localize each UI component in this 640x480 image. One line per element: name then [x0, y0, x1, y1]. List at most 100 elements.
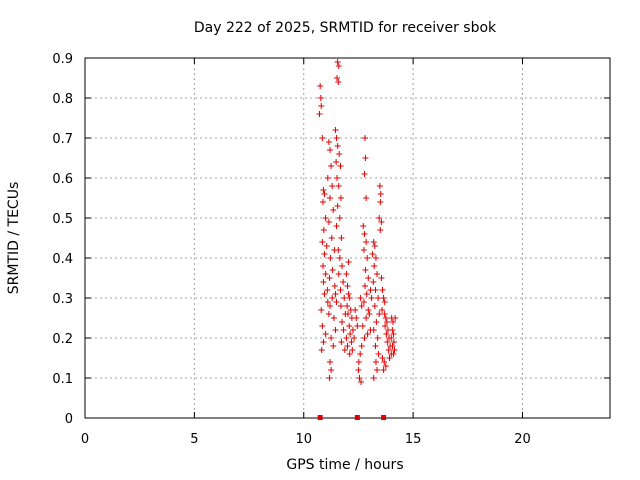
data-point	[320, 279, 327, 285]
data-point	[358, 379, 365, 385]
x-tick-label: 10	[295, 432, 312, 447]
data-point	[372, 255, 379, 261]
data-point	[344, 283, 351, 289]
data-point	[329, 295, 336, 301]
data-point	[319, 323, 326, 329]
data-point	[317, 83, 324, 89]
data-point	[376, 183, 383, 189]
data-point	[327, 147, 333, 153]
data-point	[357, 295, 364, 301]
data-point	[381, 311, 388, 317]
data-point	[375, 295, 382, 301]
data-point	[322, 331, 329, 337]
data-point	[340, 327, 347, 333]
y-tick-label: 0.7	[52, 132, 73, 147]
data-point	[358, 303, 365, 309]
data-point	[357, 351, 364, 357]
data-point	[327, 303, 333, 309]
data-point	[337, 287, 344, 293]
data-point	[327, 359, 333, 365]
data-point	[318, 347, 325, 353]
data-point	[340, 279, 347, 285]
x-tick-labels: 0 5 10 15 20	[81, 432, 531, 447]
data-point	[321, 291, 328, 297]
y-tick-label: 0.6	[52, 172, 73, 187]
data-point	[331, 283, 338, 289]
data-point	[334, 203, 341, 209]
data-point	[374, 271, 381, 277]
data-point	[344, 303, 351, 309]
data-point	[339, 263, 346, 269]
y-tick-label: 0.8	[52, 92, 73, 107]
data-point	[341, 295, 348, 301]
data-point	[366, 311, 373, 317]
data-point	[360, 247, 367, 253]
data-point	[371, 303, 378, 309]
data-point	[335, 63, 342, 69]
data-point	[388, 335, 395, 341]
data-point	[325, 311, 332, 317]
data-point	[378, 219, 385, 225]
data-point	[337, 163, 344, 169]
chart-title: Day 222 of 2025, SRMTID for receiver sbo…	[194, 20, 497, 36]
data-point	[328, 335, 335, 341]
data-point	[333, 299, 340, 305]
data-point	[328, 235, 335, 241]
data-point	[381, 359, 388, 365]
zero-value-marker	[354, 415, 360, 420]
data-point	[379, 287, 386, 293]
data-point	[319, 135, 326, 141]
data-point	[334, 175, 340, 181]
data-point	[335, 271, 342, 277]
data-point	[324, 287, 331, 293]
data-point	[329, 183, 336, 189]
data-point	[365, 275, 372, 281]
data-point	[324, 299, 331, 305]
data-point	[377, 191, 384, 197]
data-point	[359, 323, 366, 329]
data-point	[335, 183, 342, 189]
data-point	[328, 367, 335, 373]
data-point	[362, 283, 368, 289]
data-point	[373, 319, 380, 325]
data-point	[318, 307, 325, 313]
plot-frame	[84, 57, 611, 419]
data-point	[349, 327, 356, 333]
data-point	[351, 335, 358, 341]
data-point	[330, 343, 337, 349]
data-point	[389, 327, 396, 333]
data-point	[362, 155, 369, 161]
data-point	[335, 247, 342, 253]
data-point	[333, 159, 340, 165]
data-point	[384, 339, 391, 345]
data-point	[348, 339, 355, 345]
zero-value-markers	[317, 415, 387, 420]
y-axis-label: SRMTID / TECUs	[6, 182, 22, 295]
data-point	[338, 235, 345, 241]
data-point	[367, 287, 374, 293]
data-point	[363, 315, 370, 321]
data-point	[380, 367, 387, 373]
data-point	[328, 163, 335, 169]
data-point	[390, 339, 397, 345]
data-point	[327, 255, 334, 261]
data-point	[336, 255, 343, 261]
data-point	[362, 135, 368, 141]
y-tick-label: 0.3	[52, 292, 73, 307]
data-point	[358, 343, 365, 349]
data-point	[379, 307, 386, 313]
data-point	[353, 315, 360, 321]
data-point	[372, 359, 379, 365]
x-tick-label: 5	[190, 432, 198, 447]
data-point	[371, 263, 378, 269]
data-point	[374, 335, 381, 341]
data-point	[382, 363, 389, 369]
data-point	[390, 319, 396, 325]
data-point	[367, 327, 374, 333]
data-point	[360, 299, 367, 305]
data-point	[320, 187, 327, 193]
y-tick-label: 0.2	[52, 332, 73, 347]
data-point	[320, 339, 327, 345]
data-point	[319, 239, 326, 245]
data-point	[377, 227, 384, 233]
